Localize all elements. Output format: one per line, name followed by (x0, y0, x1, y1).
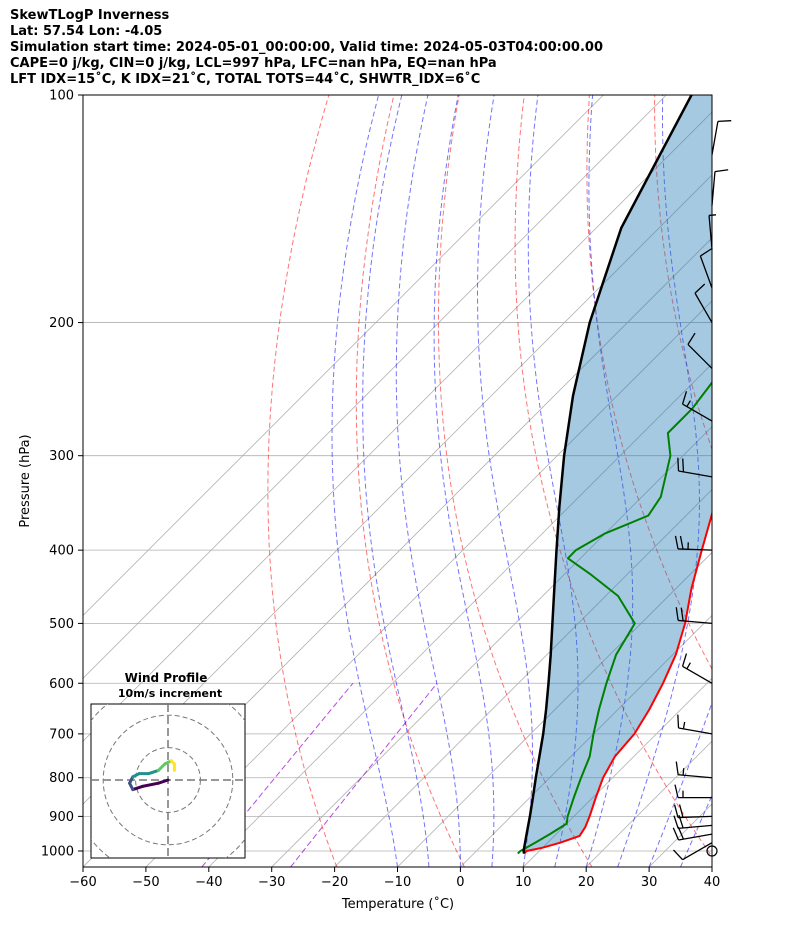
isotherm-line (145, 300, 712, 867)
parcel-profile-line (522, 95, 693, 854)
wind-barb (706, 845, 718, 857)
wind-barb (681, 391, 713, 422)
hodograph-title: Wind Profile (125, 671, 208, 685)
isotherm-line (334, 489, 712, 867)
x-tick-label: 0 (456, 875, 464, 890)
moist-adiabat-line (585, 95, 634, 867)
x-axis-label: Temperature (˚C) (341, 896, 454, 912)
hodograph-trace-segment (131, 784, 144, 792)
wind-barb (673, 804, 713, 819)
isotherm-line (711, 866, 712, 867)
x-tick-label: −30 (258, 875, 285, 890)
x-tick-label: 10 (515, 875, 532, 890)
hodograph-trace-segment (147, 768, 160, 776)
moist-adiabat-line (617, 95, 701, 867)
header-times: Simulation start time: 2024-05-01_00:00:… (10, 40, 603, 55)
moist-adiabat-line (362, 95, 430, 867)
isotherm-line (83, 111, 712, 742)
wind-barb (675, 761, 713, 779)
isotherm-line (460, 614, 712, 867)
temperature-profile-line (523, 510, 712, 855)
series-layer (517, 95, 712, 855)
moist-adiabat-line (527, 95, 579, 867)
x-tick-label: −10 (384, 875, 411, 890)
chart-header: SkewTLogP Inverness Lat: 57.54 Lon: -4.0… (10, 8, 603, 88)
hodograph-trace-segment (156, 778, 170, 785)
moist-adiabat-line (395, 95, 461, 867)
hodograph-plot (91, 704, 245, 858)
y-tick-label: 500 (49, 617, 74, 632)
wind-barbs-layer (672, 120, 732, 861)
moist-adiabat-line (331, 95, 398, 867)
x-tick-label: −50 (132, 875, 159, 890)
hodograph-subtitle: 10m/s increment (118, 687, 222, 700)
y-axis-label: Pressure (hPa) (18, 434, 33, 527)
y-tick-label: 1000 (41, 844, 74, 859)
y-tick-label: 300 (49, 449, 74, 464)
header-convective-params: CAPE=0 j/kg, CIN=0 j/kg, LCL=997 hPa, LF… (10, 56, 497, 71)
reference-lines-layer (201, 95, 794, 867)
wind-barb (674, 784, 712, 799)
isotherm-line (271, 426, 712, 867)
isotherm-line (397, 551, 712, 867)
isotherm-line (523, 677, 712, 867)
axes-layer: −60 −50 −40 −30 −20 −10 0 10 20 30 40 100 200 300 400 5… (41, 89, 720, 891)
wind-barb (674, 535, 713, 551)
hodograph-trace-segment (140, 781, 160, 788)
hodograph-inset: Wind Profile 10m/s increment (90, 671, 246, 859)
hodograph-trace-segment (156, 762, 167, 772)
x-tick-label: −60 (69, 875, 96, 890)
isotherm-line (83, 95, 667, 679)
cin-area (523, 95, 712, 854)
moist-adiabat-line (680, 794, 712, 867)
wind-barb (672, 842, 713, 861)
isotherm-line (208, 363, 712, 867)
y-tick-label: 100 (49, 89, 74, 104)
x-tick-label: 30 (641, 875, 658, 890)
y-tick-label: 600 (49, 677, 74, 692)
moist-adiabat-line (648, 701, 712, 867)
dry-adiabat-line (785, 95, 794, 867)
y-tick-label: 800 (49, 771, 74, 786)
wind-barb (699, 248, 713, 289)
y-tick-label: 700 (49, 727, 74, 742)
wind-barb (677, 457, 713, 478)
header-station: SkewTLogP Inverness (10, 8, 170, 23)
wind-barb (672, 826, 713, 841)
wind-barb (687, 332, 713, 369)
x-tick-label: −20 (321, 875, 348, 890)
moist-adiabat-line (711, 865, 712, 867)
header-indices: LFT IDX=15˚C, K IDX=21˚C, TOTAL TOTS=44˚… (10, 72, 481, 87)
wind-barb (708, 214, 717, 250)
wind-barb (694, 283, 713, 323)
wind-barb (681, 653, 713, 684)
dry-adiabat-line (355, 95, 465, 867)
x-tick-label: 20 (578, 875, 595, 890)
mixing-ratio-line (290, 682, 438, 867)
wind-barb (711, 169, 729, 206)
isotherm-line (83, 95, 604, 616)
dry-adiabat-line (586, 95, 712, 671)
dry-adiabat-line (514, 95, 712, 858)
y-tick-label: 400 (49, 544, 74, 559)
cape-cin-fill-layer (523, 95, 712, 854)
wind-barb (675, 607, 713, 625)
x-tick-label: 40 (704, 875, 721, 890)
moist-adiabat-line (433, 95, 495, 867)
dry-adiabat-line (720, 95, 794, 867)
header-coordinates: Lat: 57.54 Lon: -4.05 (10, 24, 163, 39)
moist-adiabat-line (477, 95, 533, 867)
y-tick-label: 200 (49, 316, 74, 331)
wind-barb (711, 120, 732, 155)
y-tick-label: 900 (49, 810, 74, 825)
x-tick-label: −40 (195, 875, 222, 890)
dry-adiabat-line (267, 95, 338, 867)
wind-barb (677, 714, 713, 735)
dry-adiabat-line (437, 95, 593, 867)
dewpoint-profile-line (517, 380, 712, 855)
